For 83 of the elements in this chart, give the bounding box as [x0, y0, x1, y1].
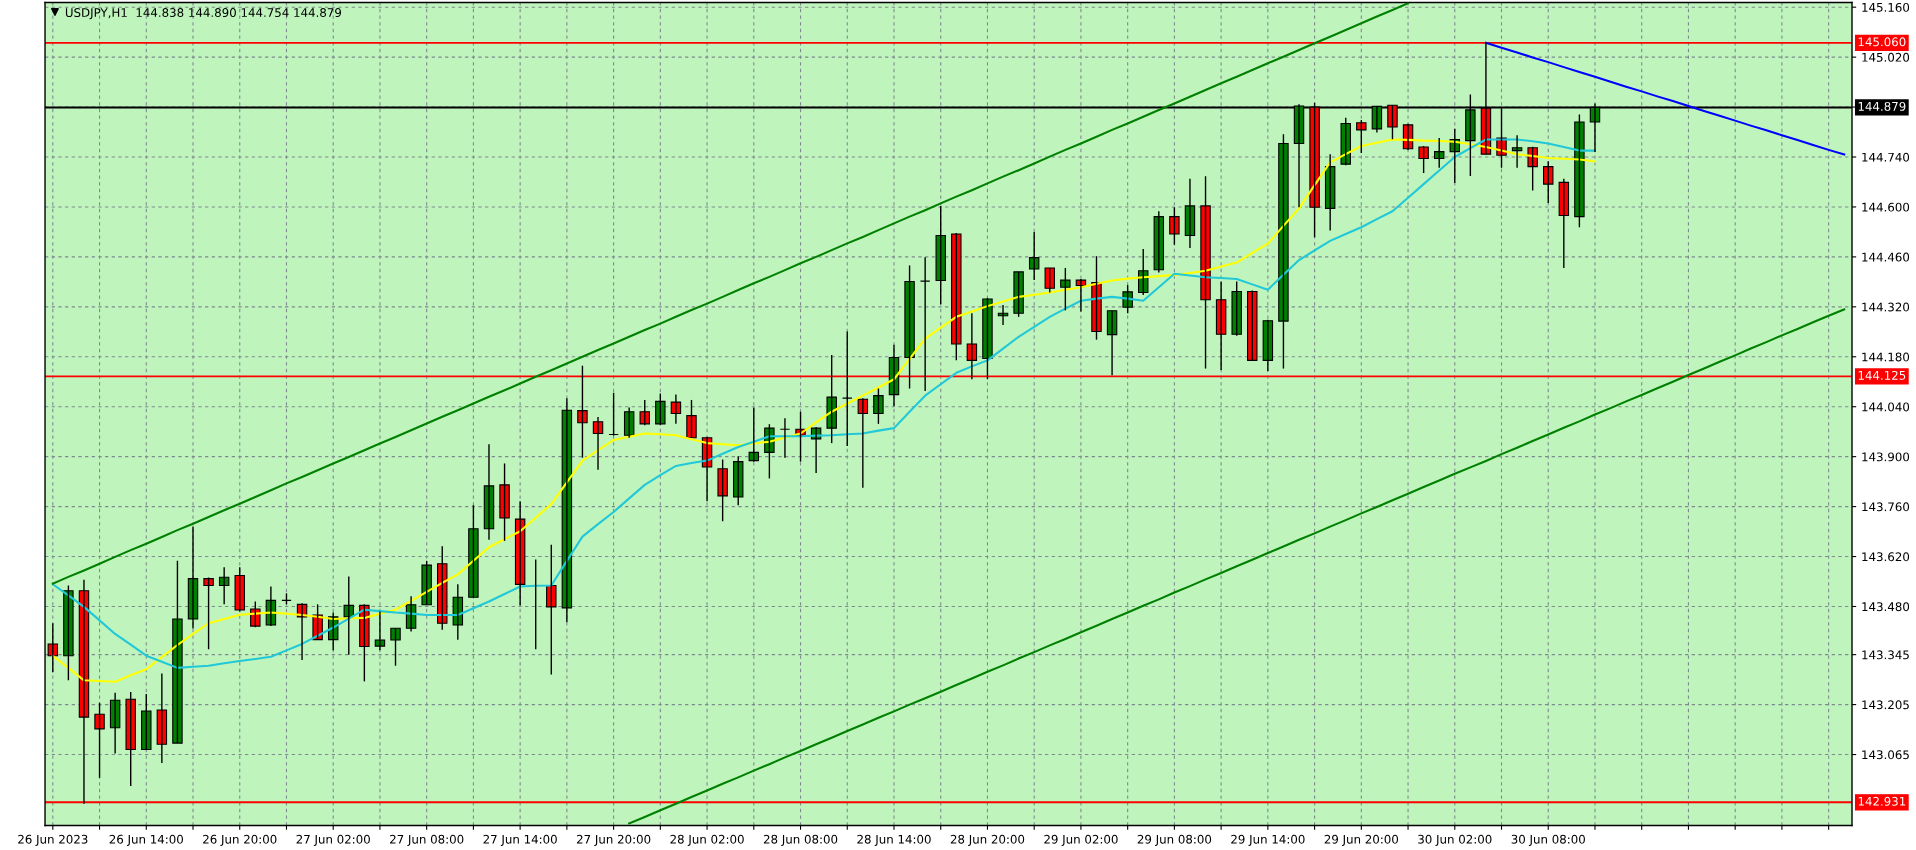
ref-line-label: 142.931 — [1858, 796, 1906, 806]
x-tick-label: 26 Jun 14:00 — [109, 834, 183, 846]
candlestick — [546, 544, 557, 676]
y-tick-label: 145.160 — [1862, 2, 1910, 12]
candlestick — [826, 354, 837, 444]
x-tick-label: 27 Jun 08:00 — [390, 834, 464, 846]
ref-line-label: 144.125 — [1858, 370, 1906, 380]
candlestick — [1060, 267, 1071, 312]
x-tick-label: 28 Jun 02:00 — [670, 834, 744, 846]
candlestick — [904, 264, 915, 390]
x-tick-label: 28 Jun 08:00 — [763, 834, 838, 846]
candlestick — [1433, 137, 1445, 169]
candlestick — [1356, 119, 1367, 154]
chart-title: USDJPY,H1 144.838 144.890 144.754 144.879 — [65, 8, 342, 20]
candlestick — [141, 693, 152, 751]
candlestick — [732, 455, 744, 506]
candlestick — [717, 458, 728, 522]
x-tick-label: 29 Jun 08:00 — [1137, 834, 1212, 846]
y-tick-label: 144.740 — [1862, 152, 1910, 162]
y-tick-label: 143.760 — [1862, 502, 1910, 512]
x-tick-label: 29 Jun 20:00 — [1324, 834, 1399, 846]
candlestick — [499, 462, 510, 542]
line-series — [51, 2, 1410, 585]
x-tick-label: 28 Jun 14:00 — [857, 834, 931, 846]
candlestick — [234, 566, 245, 613]
ref-line-label: 144.879 — [1858, 101, 1906, 111]
candlestick — [655, 392, 666, 426]
candlestick — [1247, 289, 1258, 362]
candlestick — [125, 691, 136, 787]
x-tick-label: 30 Jun 02:00 — [1418, 834, 1492, 846]
x-tick-label: 27 Jun 14:00 — [483, 834, 557, 846]
candlestick — [1278, 133, 1289, 370]
x-tick-label: 27 Jun 20:00 — [576, 834, 651, 846]
candlestick — [1231, 280, 1242, 337]
candlestick — [1340, 117, 1351, 166]
candlestick — [748, 406, 760, 463]
x-tick-label: 29 Jun 02:00 — [1044, 834, 1118, 846]
candlestick — [1013, 271, 1024, 318]
candlestick — [1418, 145, 1429, 174]
y-tick-label: 143.065 — [1862, 750, 1909, 760]
y-tick-label: 143.480 — [1862, 602, 1910, 612]
candlestick — [94, 702, 105, 779]
line-series — [628, 308, 1846, 825]
candlestick — [203, 576, 214, 650]
candlestick — [63, 584, 74, 682]
candlestick — [842, 330, 853, 447]
y-tick-label: 145.020 — [1862, 52, 1910, 62]
x-tick-label: 26 Jun 2023 — [18, 834, 88, 846]
x-tick-label: 29 Jun 14:00 — [1231, 834, 1305, 846]
y-tick-label: 144.600 — [1862, 202, 1910, 212]
candlestick — [639, 399, 650, 426]
ref-line-label: 145.060 — [1858, 37, 1906, 47]
y-tick-label: 144.320 — [1862, 302, 1910, 312]
candlestick — [779, 417, 791, 459]
y-tick-label: 144.460 — [1862, 252, 1910, 262]
y-tick-label: 143.900 — [1862, 452, 1910, 462]
candlestick — [686, 399, 697, 439]
candlestick — [1169, 206, 1180, 246]
candlestick — [1574, 113, 1585, 228]
x-tick-label: 30 Jun 08:00 — [1511, 834, 1585, 846]
y-tick-label: 143.620 — [1862, 552, 1910, 562]
candlestick — [1543, 160, 1554, 204]
candlestick — [468, 504, 479, 598]
candlestick — [1044, 267, 1055, 294]
line-series — [1484, 41, 1846, 156]
candlestick — [608, 392, 619, 437]
y-tick-label: 143.205 — [1862, 700, 1909, 710]
y-tick-label: 143.345 — [1862, 650, 1909, 660]
candlestick — [951, 232, 962, 362]
y-tick-label: 144.180 — [1862, 352, 1910, 362]
candlestick — [172, 560, 183, 744]
candlestick — [390, 627, 401, 667]
candlestick — [1028, 231, 1040, 281]
candlestick — [982, 297, 993, 380]
candlestick — [935, 205, 946, 306]
x-tick-label: 28 Jun 20:00 — [950, 834, 1025, 846]
candlestick — [919, 256, 931, 392]
candlestick — [1200, 175, 1211, 370]
y-tick-label: 144.040 — [1862, 402, 1910, 412]
x-tick-label: 26 Jun 20:00 — [203, 834, 277, 846]
candlestick — [873, 387, 884, 425]
candlestick — [421, 560, 432, 606]
x-tick-label: 27 Jun 02:00 — [296, 834, 370, 846]
